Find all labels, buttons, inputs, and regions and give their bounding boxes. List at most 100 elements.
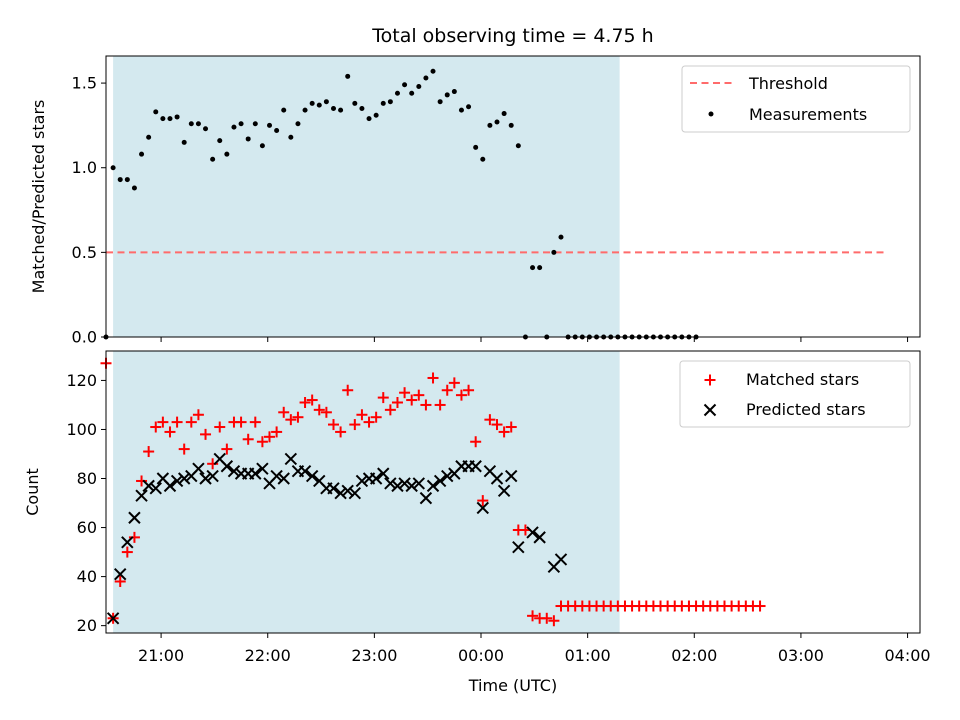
- marker-stroke: [121, 536, 134, 549]
- matched-stars-point: [413, 389, 425, 401]
- matched-stars-point: [484, 414, 496, 426]
- measurement-point: [480, 156, 486, 162]
- legend-matched-label: Matched stars: [746, 370, 859, 389]
- bottom-legend: Matched stars Predicted stars: [679, 360, 911, 428]
- predicted-stars-point: [199, 472, 212, 485]
- marker-stroke: [270, 469, 283, 483]
- legend-matched-swatch: [704, 374, 716, 386]
- measurement-point: [423, 75, 429, 81]
- marker-stroke: [405, 479, 418, 493]
- predicted-stars-point: [391, 479, 404, 493]
- predicted-stars-point: [355, 474, 369, 488]
- measurement-point: [558, 234, 564, 240]
- matched-stars-point: [327, 419, 339, 431]
- matched-stars-point: [335, 426, 347, 438]
- bottom-xtick-label: 23:00: [351, 646, 397, 665]
- matched-stars-point: [157, 416, 169, 428]
- matched-stars-point: [242, 433, 254, 445]
- matched-stars-point: [143, 446, 155, 458]
- measurement-point: [124, 177, 130, 183]
- bottom-x-axis-ticks: 21:00 22:00 23:00 00:00 01:00 02:00 03:00 04:00: [138, 633, 931, 665]
- predicted-stars-point: [369, 472, 383, 485]
- matched-stars-point: [320, 406, 332, 418]
- marker-stroke: [398, 477, 411, 490]
- predicted-stars-point: [177, 472, 191, 485]
- matched-stars-point: [356, 409, 368, 421]
- marker-stroke: [284, 452, 298, 466]
- measurement-point: [345, 73, 351, 79]
- predicted-stars-point: [249, 467, 262, 480]
- matched-stars-point: [114, 576, 126, 588]
- marker-stroke: [441, 469, 454, 483]
- matched-stars-point: [505, 421, 517, 433]
- measurement-point: [330, 105, 336, 111]
- marker-stroke: [469, 460, 482, 473]
- matched-stars-point: [754, 600, 766, 612]
- bottom-xtick-label: 02:00: [671, 646, 717, 665]
- marker-stroke: [384, 477, 397, 490]
- top-legend: Threshold Measurements: [681, 65, 911, 133]
- measurement-point: [174, 114, 180, 120]
- measurement-point: [259, 143, 265, 149]
- legend-predicted-label: Predicted stars: [746, 400, 866, 419]
- marker-stroke: [199, 472, 212, 485]
- predicted-stars-point: [433, 474, 447, 488]
- marker-stroke: [554, 553, 568, 566]
- top-x-axis-ticks: [160, 337, 909, 342]
- predicted-stars-point: [121, 536, 134, 549]
- predicted-stars-point: [256, 462, 269, 475]
- matched-stars-point: [249, 416, 261, 428]
- measurement-point: [458, 107, 464, 113]
- predicted-stars-point: [398, 477, 411, 490]
- top-ytick-label: 1.0: [72, 158, 97, 177]
- marker-stroke: [419, 491, 433, 505]
- matched-stars-point: [128, 531, 140, 543]
- bottom-x-axis-label: Time (UTC): [468, 676, 557, 695]
- marker-stroke: [192, 462, 205, 475]
- marker-stroke: [213, 452, 226, 466]
- top-ytick-label: 0.0: [72, 328, 97, 347]
- measurement-point: [323, 99, 329, 105]
- predicted-stars-point: [341, 484, 354, 497]
- predicted-stars-point: [149, 482, 162, 495]
- top-observing-window: [113, 56, 620, 337]
- bottom-ytick-label: 80: [77, 469, 97, 488]
- top-legend-box: [681, 65, 911, 133]
- marker-stroke: [355, 474, 369, 488]
- matched-stars-point: [299, 396, 311, 408]
- predicted-stars-point: [334, 487, 347, 500]
- bottom-xtick-label: 01:00: [565, 646, 611, 665]
- bottom-plot-frame: [105, 350, 921, 634]
- matched-stars-point: [178, 443, 190, 455]
- marker-stroke: [426, 479, 440, 493]
- predicted-stars-point: [220, 460, 234, 473]
- matched-stars-point: [455, 389, 467, 401]
- matched-stars-point: [278, 406, 290, 418]
- predicted-stars-point: [533, 531, 546, 544]
- matched-stars-point: [377, 392, 389, 404]
- predicted-stars-point: [192, 462, 205, 475]
- predicted-stars-point: [135, 489, 148, 502]
- marker-stroke: [334, 487, 347, 500]
- matched-stars-point: [420, 399, 432, 411]
- matched-stars-point: [121, 546, 133, 558]
- matched-stars-point: [349, 419, 361, 431]
- predicted-stars-series: [106, 452, 568, 625]
- matched-stars-point: [256, 436, 268, 448]
- marker-stroke: [256, 462, 269, 475]
- marker-stroke: [142, 479, 155, 493]
- measurement-point: [167, 116, 173, 122]
- marker-stroke: [526, 526, 539, 539]
- legend-predicted-swatch: [703, 403, 717, 417]
- matched-stars-point: [214, 421, 226, 433]
- matched-stars-point: [391, 396, 403, 408]
- matched-stars-point: [200, 428, 212, 440]
- matched-stars-point: [150, 421, 162, 433]
- bottom-ytick-label: 120: [66, 371, 97, 390]
- measurement-point: [309, 100, 315, 106]
- predicted-stars-point: [298, 464, 312, 478]
- measurement-point: [245, 136, 251, 142]
- matched-stars-point: [448, 377, 460, 389]
- measurement-point: [487, 122, 493, 128]
